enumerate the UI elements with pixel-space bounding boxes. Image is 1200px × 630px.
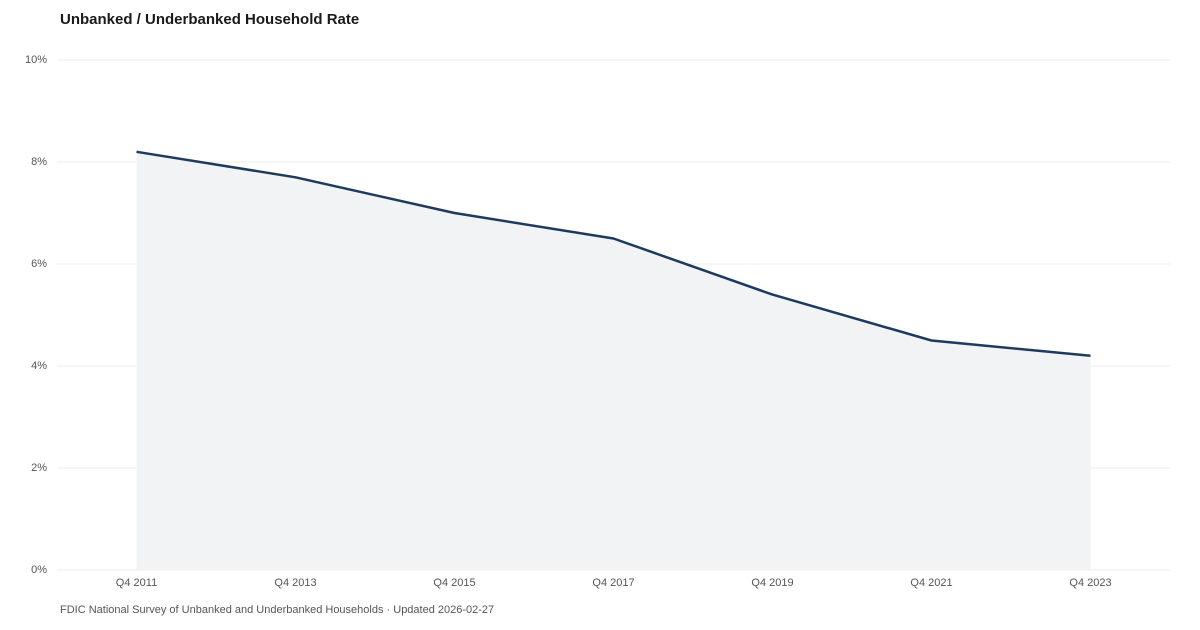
x-tick-label: Q4 2023	[1069, 577, 1111, 589]
source-note: FDIC National Survey of Unbanked and Und…	[60, 604, 494, 616]
y-tick-label: 10%	[25, 54, 47, 66]
y-tick-label: 6%	[31, 258, 47, 270]
line	[136, 150, 1091, 358]
y-tick-label: 2%	[31, 462, 47, 474]
y-tick-label: 8%	[31, 156, 47, 168]
x-tick-label: Q4 2019	[751, 577, 793, 589]
area-fill	[136, 151, 1091, 571]
x-tick-label: Q4 2013	[274, 577, 316, 589]
x-tick-label: Q4 2015	[433, 577, 475, 589]
y-tick-label: 0%	[31, 564, 47, 576]
x-tick-label: Q4 2011	[116, 577, 157, 589]
x-tick-label: Q4 2017	[592, 577, 634, 589]
y-tick-label: 4%	[31, 360, 47, 372]
chart-title: Unbanked / Underbanked Household Rate	[60, 11, 359, 28]
x-tick-label: Q4 2021	[910, 577, 952, 589]
